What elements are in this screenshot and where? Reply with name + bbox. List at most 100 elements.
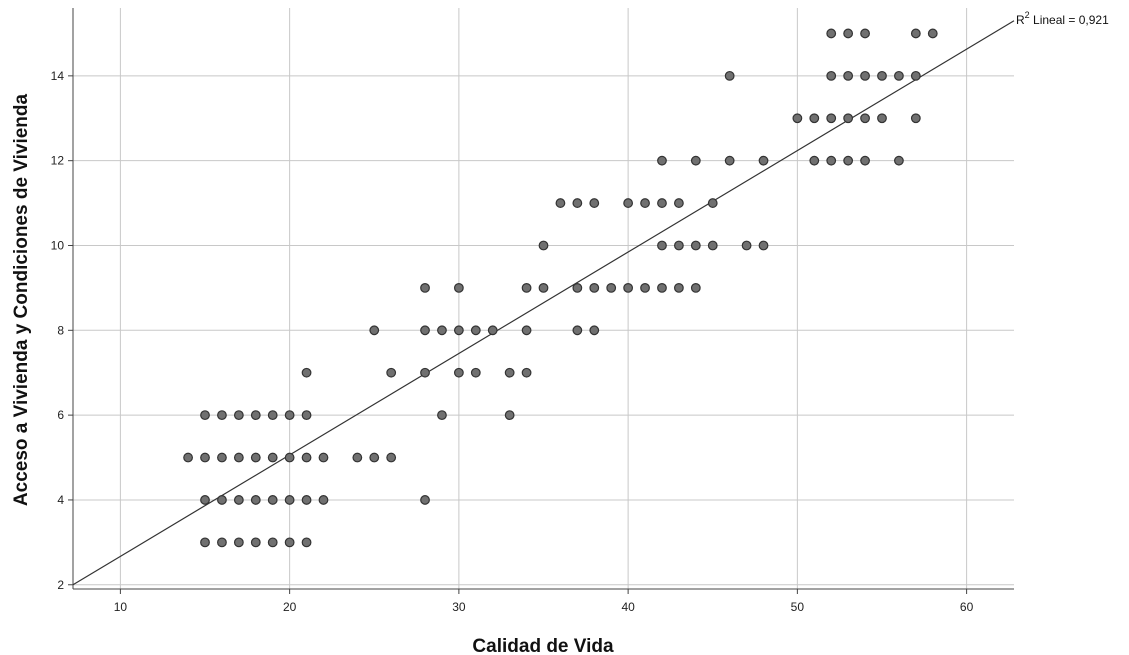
data-point <box>758 155 769 166</box>
data-point <box>589 282 600 293</box>
data-point <box>284 452 295 463</box>
data-point <box>894 70 904 81</box>
data-point <box>233 452 244 463</box>
y-tick-label: 14 <box>51 69 65 83</box>
fit-line <box>72 20 1015 586</box>
data-point <box>200 537 210 548</box>
data-point <box>910 70 921 81</box>
y-tick-label: 12 <box>51 154 65 168</box>
data-point <box>521 325 532 336</box>
data-point <box>860 113 870 124</box>
data-point <box>606 282 617 293</box>
data-point <box>284 410 295 421</box>
x-tick-label: 30 <box>452 600 466 614</box>
r2-superscript: 2 <box>1025 10 1030 20</box>
grid-lines <box>73 8 1014 589</box>
data-point <box>572 282 583 293</box>
data-point <box>741 240 752 251</box>
data-point <box>504 367 515 378</box>
data-point <box>453 367 464 378</box>
x-tick-label: 20 <box>283 600 297 614</box>
data-point <box>589 325 600 336</box>
x-tick-label: 50 <box>791 600 805 614</box>
data-point <box>386 452 397 463</box>
fit-line-group <box>72 20 1015 586</box>
x-axis-title: Calidad de Vida <box>472 636 614 655</box>
data-point <box>200 410 210 421</box>
data-point <box>877 113 887 124</box>
data-point <box>470 325 481 336</box>
data-point <box>657 282 667 293</box>
data-point <box>250 452 261 463</box>
data-point <box>657 155 667 166</box>
data-point <box>200 452 210 463</box>
data-point <box>673 282 684 293</box>
data-point <box>369 452 380 463</box>
data-point <box>690 282 701 293</box>
data-point <box>843 28 854 39</box>
data-point <box>301 367 312 378</box>
data-point <box>301 537 312 548</box>
data-point <box>860 70 870 81</box>
data-point <box>860 155 870 166</box>
data-point <box>250 537 261 548</box>
data-point <box>623 282 634 293</box>
data-point <box>183 452 193 463</box>
x-tick-label: 10 <box>114 600 128 614</box>
data-point <box>420 282 430 293</box>
data-point <box>843 113 854 124</box>
data-point <box>521 367 532 378</box>
data-point <box>826 28 837 39</box>
data-point <box>233 495 244 505</box>
data-point <box>267 537 278 548</box>
x-tick-label: 40 <box>621 600 635 614</box>
data-point <box>217 537 227 548</box>
data-point <box>200 495 210 505</box>
data-point <box>673 240 684 251</box>
data-point <box>301 452 312 463</box>
data-point <box>267 495 278 505</box>
y-tick-label: 10 <box>51 238 65 252</box>
data-point <box>877 70 887 81</box>
data-point <box>673 198 684 208</box>
data-point <box>910 113 921 124</box>
axes <box>68 8 1014 594</box>
x-tick-label: 60 <box>960 600 974 614</box>
data-point <box>860 28 870 39</box>
data-point <box>538 282 549 293</box>
data-point <box>809 155 820 166</box>
data-point <box>826 113 837 124</box>
data-point <box>826 70 837 81</box>
data-point <box>420 325 430 336</box>
data-point <box>572 325 583 336</box>
data-point <box>250 410 261 421</box>
data-point <box>894 155 904 166</box>
data-point <box>369 325 380 336</box>
data-point <box>453 282 464 293</box>
data-point <box>843 70 854 81</box>
data-point <box>555 198 566 208</box>
data-point <box>301 495 312 505</box>
data-point <box>843 155 854 166</box>
data-point <box>284 495 295 505</box>
data-point <box>623 198 634 208</box>
data-point <box>657 198 667 208</box>
data-point <box>724 155 735 166</box>
data-point <box>809 113 820 124</box>
data-point <box>690 155 701 166</box>
data-point <box>640 282 650 293</box>
data-point <box>572 198 583 208</box>
data-point <box>910 28 921 39</box>
r2-text: Lineal = 0,921 <box>1030 13 1109 27</box>
data-point <box>217 410 227 421</box>
data-point <box>420 367 430 378</box>
data-point <box>284 537 295 548</box>
data-point <box>233 537 244 548</box>
data-point <box>724 70 735 81</box>
data-point <box>318 452 329 463</box>
y-tick-label: 4 <box>57 493 64 507</box>
data-point <box>707 198 718 208</box>
y-tick-label: 2 <box>57 578 64 592</box>
data-point <box>927 28 938 39</box>
data-point <box>792 113 803 124</box>
